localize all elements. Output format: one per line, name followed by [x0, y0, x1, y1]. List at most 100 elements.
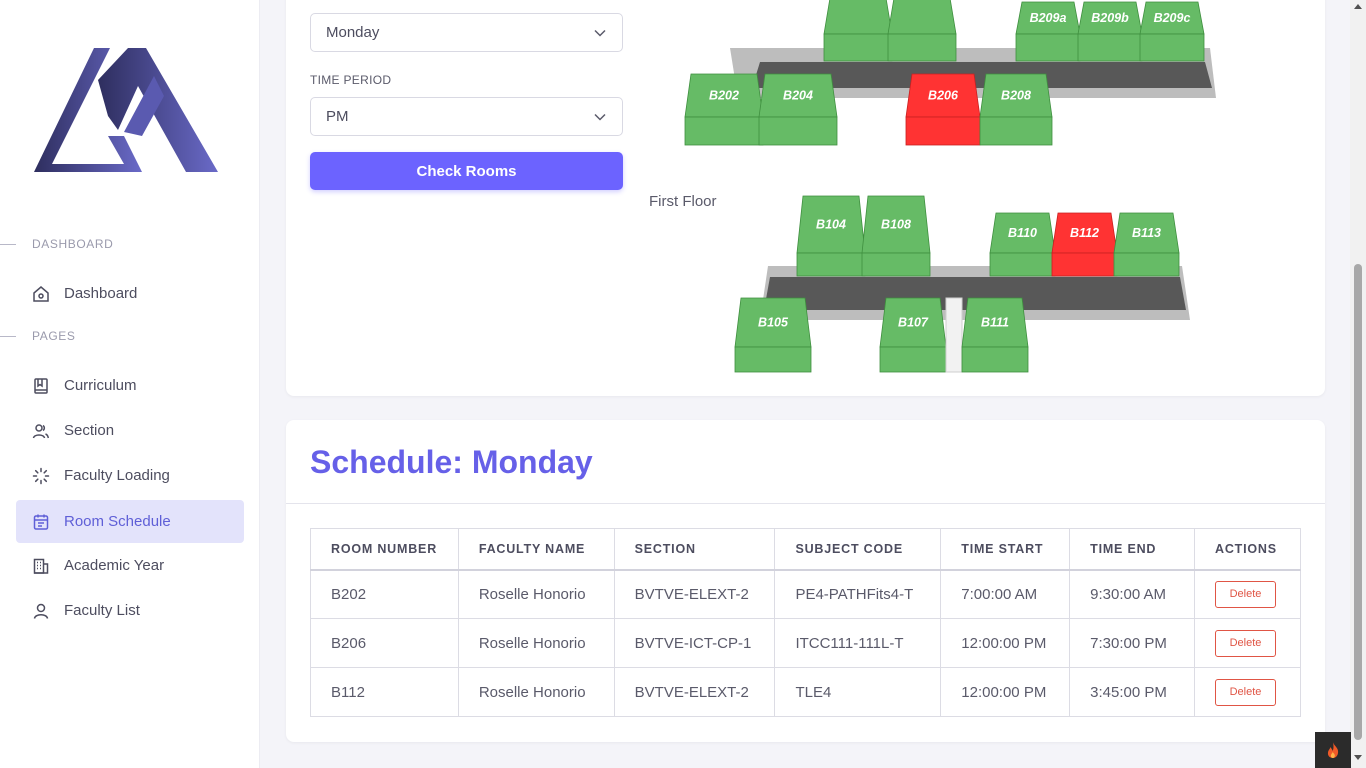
room-label: B209c	[1154, 11, 1191, 25]
room-unlabeled[interactable]	[887, 0, 957, 62]
check-rooms-button[interactable]: Check Rooms	[310, 152, 623, 190]
book-icon	[32, 377, 50, 395]
sidebar-item-room-schedule[interactable]: Room Schedule	[16, 500, 244, 543]
room-b110[interactable]: B110	[989, 212, 1056, 277]
scroll-up-arrow-icon[interactable]	[1354, 4, 1362, 9]
loader-icon	[32, 467, 50, 485]
room-label: B108	[881, 218, 911, 232]
schedule-title: Schedule: Monday	[310, 444, 593, 480]
sidebar-item-faculty-list[interactable]: Faculty List	[16, 589, 244, 632]
room-b104[interactable]: B104	[796, 195, 866, 277]
users-icon	[32, 422, 50, 440]
cell-room: B112	[310, 667, 459, 717]
nav-section-dashboard: DASHBOARD	[0, 237, 113, 251]
column-header[interactable]: TIME END	[1069, 528, 1195, 571]
chevron-down-icon	[594, 29, 606, 37]
room-label: B111	[981, 316, 1009, 330]
cell-actions: Delete	[1194, 569, 1301, 619]
room-b209c[interactable]: B209c	[1139, 1, 1205, 62]
sidebar-item-label: Faculty Loading	[64, 467, 170, 484]
divider	[286, 503, 1325, 504]
sidebar-item-academic-year[interactable]: Academic Year	[16, 544, 244, 587]
time-period-value: PM	[326, 108, 349, 125]
cell-time-start: 12:00:00 PM	[940, 667, 1071, 717]
column-header[interactable]: FACULTY NAME	[457, 528, 615, 571]
table-row: B202 Roselle Honorio BVTVE-ELEXT-2 PE4-P…	[310, 569, 1301, 619]
sidebar-item-label: Room Schedule	[64, 513, 171, 530]
user-icon	[32, 602, 50, 620]
column-header[interactable]: SECTION	[613, 528, 776, 571]
scrollbar-thumb[interactable]	[1354, 264, 1362, 740]
cell-faculty: Roselle Honorio	[457, 667, 615, 717]
day-select[interactable]: Monday	[310, 13, 623, 52]
room-b206[interactable]: B206	[905, 73, 981, 146]
first-floor-label: First Floor	[649, 193, 717, 210]
room-b209a[interactable]: B209a	[1015, 1, 1081, 62]
room-label: B209a	[1030, 11, 1067, 25]
column-header[interactable]: SUBJECT CODE	[774, 528, 942, 571]
cell-actions: Delete	[1194, 618, 1301, 668]
room-label: B112	[1070, 226, 1099, 240]
cell-section: BVTVE-ELEXT-2	[613, 569, 776, 619]
room-b111[interactable]: B111	[961, 297, 1029, 373]
cell-section: BVTVE-ELEXT-2	[613, 667, 776, 717]
chevron-down-icon	[594, 113, 606, 121]
room-label: B208	[1001, 89, 1031, 103]
cell-time-end: 3:45:00 PM	[1069, 667, 1195, 717]
nav-section-pages: PAGES	[0, 329, 75, 343]
home-icon	[32, 285, 50, 303]
page-scrollbar[interactable]	[1350, 0, 1366, 768]
sidebar-item-label: Curriculum	[64, 377, 137, 394]
cell-time-end: 9:30:00 AM	[1069, 569, 1195, 619]
table-row: B112 Roselle Honorio BVTVE-ELEXT-2 TLE4 …	[310, 667, 1301, 717]
sidebar-item-label: Faculty List	[64, 602, 140, 619]
room-b108[interactable]: B108	[861, 195, 931, 277]
delete-button[interactable]: Delete	[1215, 580, 1276, 608]
sidebar-item-section[interactable]: Section	[16, 409, 244, 452]
cell-faculty: Roselle Honorio	[457, 618, 615, 668]
cell-room: B202	[310, 569, 459, 619]
sidebar-item-faculty-loading[interactable]: Faculty Loading	[16, 454, 244, 497]
cell-subject: ITCC111-111L-T	[774, 618, 942, 668]
floor-map: B209a B209b B209c B202 B204 B206 B208 B104 B108 B…	[684, 0, 1216, 373]
stairway	[945, 297, 963, 373]
column-header[interactable]: ROOM NUMBER	[310, 528, 459, 571]
room-b202[interactable]: B202	[684, 73, 764, 146]
cell-subject: PE4-PATHFits4-T	[774, 569, 942, 619]
column-header: ACTIONS	[1194, 528, 1301, 571]
sidebar-item-dashboard[interactable]: Dashboard	[16, 272, 244, 315]
room-label: B113	[1132, 226, 1161, 240]
sidebar-item-curriculum[interactable]: Curriculum	[16, 364, 244, 407]
sidebar-item-label: Dashboard	[64, 285, 138, 302]
table-header-row: ROOM NUMBER FACULTY NAME SECTION SUBJECT…	[310, 528, 1301, 571]
section-label: DASHBOARD	[32, 237, 114, 251]
scroll-down-arrow-icon[interactable]	[1354, 755, 1362, 760]
room-label: B206	[928, 89, 959, 103]
room-b105[interactable]: B105	[734, 297, 812, 373]
delete-button[interactable]: Delete	[1215, 678, 1276, 706]
cell-time-start: 12:00:00 PM	[940, 618, 1071, 668]
room-b107[interactable]: B107	[879, 297, 947, 373]
cell-faculty: Roselle Honorio	[457, 569, 615, 619]
room-b112[interactable]: B112	[1051, 212, 1118, 277]
room-unlabeled[interactable]	[823, 0, 893, 62]
building-icon	[32, 557, 50, 575]
room-label: B105	[758, 316, 789, 330]
room-b208[interactable]: B208	[979, 73, 1053, 146]
column-header[interactable]: TIME START	[940, 528, 1071, 571]
delete-button[interactable]: Delete	[1215, 629, 1276, 657]
room-label: B107	[898, 316, 929, 330]
calendar-icon	[32, 513, 50, 531]
cell-actions: Delete	[1194, 667, 1301, 717]
room-label: B209b	[1091, 11, 1129, 25]
cell-room: B206	[310, 618, 459, 668]
room-b204[interactable]: B204	[758, 73, 838, 146]
time-period-select[interactable]: PM	[310, 97, 623, 136]
flame-icon[interactable]	[1315, 732, 1351, 768]
app-logo[interactable]	[28, 40, 224, 180]
room-b209b[interactable]: B209b	[1077, 1, 1143, 62]
cell-time-start: 7:00:00 AM	[940, 569, 1071, 619]
schedule-table: ROOM NUMBER FACULTY NAME SECTION SUBJECT…	[310, 528, 1301, 717]
room-b113[interactable]: B113	[1113, 212, 1180, 277]
sidebar-item-label: Section	[64, 422, 115, 439]
